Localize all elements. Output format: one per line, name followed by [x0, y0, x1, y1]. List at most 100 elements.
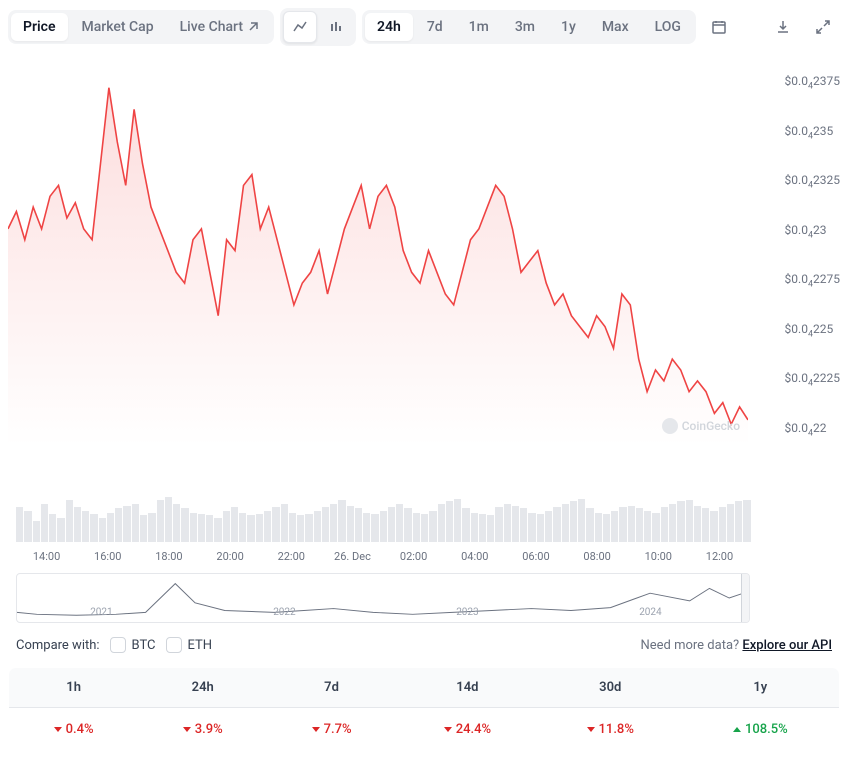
range-handle[interactable]: [741, 574, 749, 622]
tab-price[interactable]: Price: [11, 13, 68, 41]
line-chart-icon[interactable]: [283, 11, 317, 43]
volume-bar: [636, 508, 643, 542]
volume-bar: [495, 507, 502, 542]
volume-bar: [264, 511, 271, 543]
volume-bar: [537, 514, 544, 542]
volume-bar: [165, 497, 172, 543]
mini-year-label: 2022: [273, 607, 295, 618]
x-tick-label: 16:00: [77, 550, 138, 563]
view-tab-group: PriceMarket CapLive Chart: [8, 10, 274, 44]
range-24h[interactable]: 24h: [365, 13, 413, 41]
btc-checkbox[interactable]: [110, 637, 126, 653]
volume-bar: [677, 501, 684, 542]
perf-cell: 24.4%: [396, 708, 539, 752]
x-tick-label: 26. Dec: [322, 550, 383, 563]
volume-bar: [107, 513, 114, 542]
range-max[interactable]: Max: [590, 13, 641, 41]
volume-bar: [206, 515, 213, 542]
watermark-text: CoinGecko: [682, 419, 740, 433]
volume-bar: [396, 504, 403, 543]
y-tick-label: $0.0422: [785, 421, 840, 438]
volume-bar: [41, 504, 48, 543]
volume-bar: [735, 501, 742, 542]
volume-bar: [710, 511, 717, 543]
volume-bar: [446, 501, 453, 542]
volume-bar: [115, 508, 122, 542]
x-tick-label: 02:00: [383, 550, 444, 563]
volume-bar: [322, 507, 329, 542]
volume-bar: [247, 515, 254, 542]
volume-bar: [669, 504, 676, 543]
volume-bar: [562, 504, 569, 543]
api-link[interactable]: Explore our API: [742, 638, 832, 653]
range-tab-group: 24h7d1m3m1yMaxLOG: [362, 10, 696, 44]
performance-table: 1h24h7d14d30d1y 0.4%3.9%7.7%24.4%11.8%10…: [8, 667, 840, 752]
range-1m[interactable]: 1m: [457, 13, 501, 41]
volume-bar: [404, 508, 411, 542]
volume-bar: [24, 511, 31, 543]
volume-bar: [462, 508, 469, 542]
table-row: 0.4%3.9%7.7%24.4%11.8%108.5%: [9, 708, 840, 752]
price-chart[interactable]: $0.042375$0.04235$0.042325$0.0423$0.0422…: [8, 66, 840, 466]
volume-bar: [644, 511, 651, 543]
x-axis-labels: 14:0016:0018:0020:0022:0026. Dec02:0004:…: [8, 542, 840, 563]
perf-cell: 11.8%: [539, 708, 682, 752]
range-log[interactable]: LOG: [643, 13, 693, 41]
compare-row: Compare with: BTC ETH Need more data? Ex…: [8, 623, 840, 667]
volume-bar: [586, 508, 593, 542]
volume-bar: [694, 506, 701, 542]
volume-bar: [528, 513, 535, 542]
range-3m[interactable]: 3m: [503, 13, 547, 41]
perf-header: 30d: [539, 668, 682, 708]
volume-chart: [8, 472, 840, 542]
download-icon[interactable]: [766, 11, 800, 43]
expand-icon[interactable]: [806, 11, 840, 43]
range-1y[interactable]: 1y: [549, 13, 588, 41]
volume-bar: [429, 511, 436, 543]
x-tick-label: 14:00: [16, 550, 77, 563]
volume-bar: [611, 511, 618, 543]
tab-market-cap[interactable]: Market Cap: [70, 13, 166, 41]
y-axis-labels: $0.042375$0.04235$0.042325$0.0423$0.0422…: [785, 66, 840, 466]
volume-bar: [628, 506, 635, 542]
candlestick-icon[interactable]: [319, 11, 353, 43]
range-7d[interactable]: 7d: [415, 13, 455, 41]
volume-bar: [702, 508, 709, 542]
volume-bar: [520, 508, 527, 542]
volume-bar: [66, 500, 73, 542]
volume-bar: [479, 514, 486, 542]
range-selector[interactable]: 2021202220232024: [16, 573, 750, 623]
eth-label: ETH: [188, 638, 213, 653]
x-tick-label: 18:00: [138, 550, 199, 563]
chart-toolbar: PriceMarket CapLive Chart 24h7d1m3m1yMax…: [8, 8, 840, 46]
volume-bar: [719, 507, 726, 542]
x-tick-label: 04:00: [444, 550, 505, 563]
calendar-icon[interactable]: [702, 11, 736, 43]
perf-cell: 7.7%: [267, 708, 396, 752]
eth-checkbox[interactable]: [166, 637, 182, 653]
x-tick-label: 12:00: [689, 550, 750, 563]
volume-bar: [363, 513, 370, 542]
volume-bar: [487, 515, 494, 542]
volume-bar: [132, 504, 139, 543]
x-tick-label: 10:00: [628, 550, 689, 563]
perf-header: 24h: [138, 668, 267, 708]
volume-bar: [190, 513, 197, 542]
perf-header: 14d: [396, 668, 539, 708]
volume-bar: [239, 513, 246, 542]
y-tick-label: $0.04235: [785, 124, 840, 141]
price-line: [8, 66, 748, 446]
compare-label: Compare with:: [16, 638, 100, 653]
volume-bar: [421, 514, 428, 542]
volume-bar: [661, 507, 668, 542]
perf-header: 1y: [682, 668, 840, 708]
volume-bar: [57, 518, 64, 543]
volume-bar: [578, 499, 585, 542]
y-tick-label: $0.042275: [785, 272, 840, 289]
volume-bar: [289, 513, 296, 542]
volume-bar: [413, 513, 420, 542]
volume-bar: [82, 511, 89, 543]
volume-bar: [181, 508, 188, 542]
x-tick-label: 20:00: [200, 550, 261, 563]
tab-live-chart[interactable]: Live Chart: [168, 13, 271, 41]
